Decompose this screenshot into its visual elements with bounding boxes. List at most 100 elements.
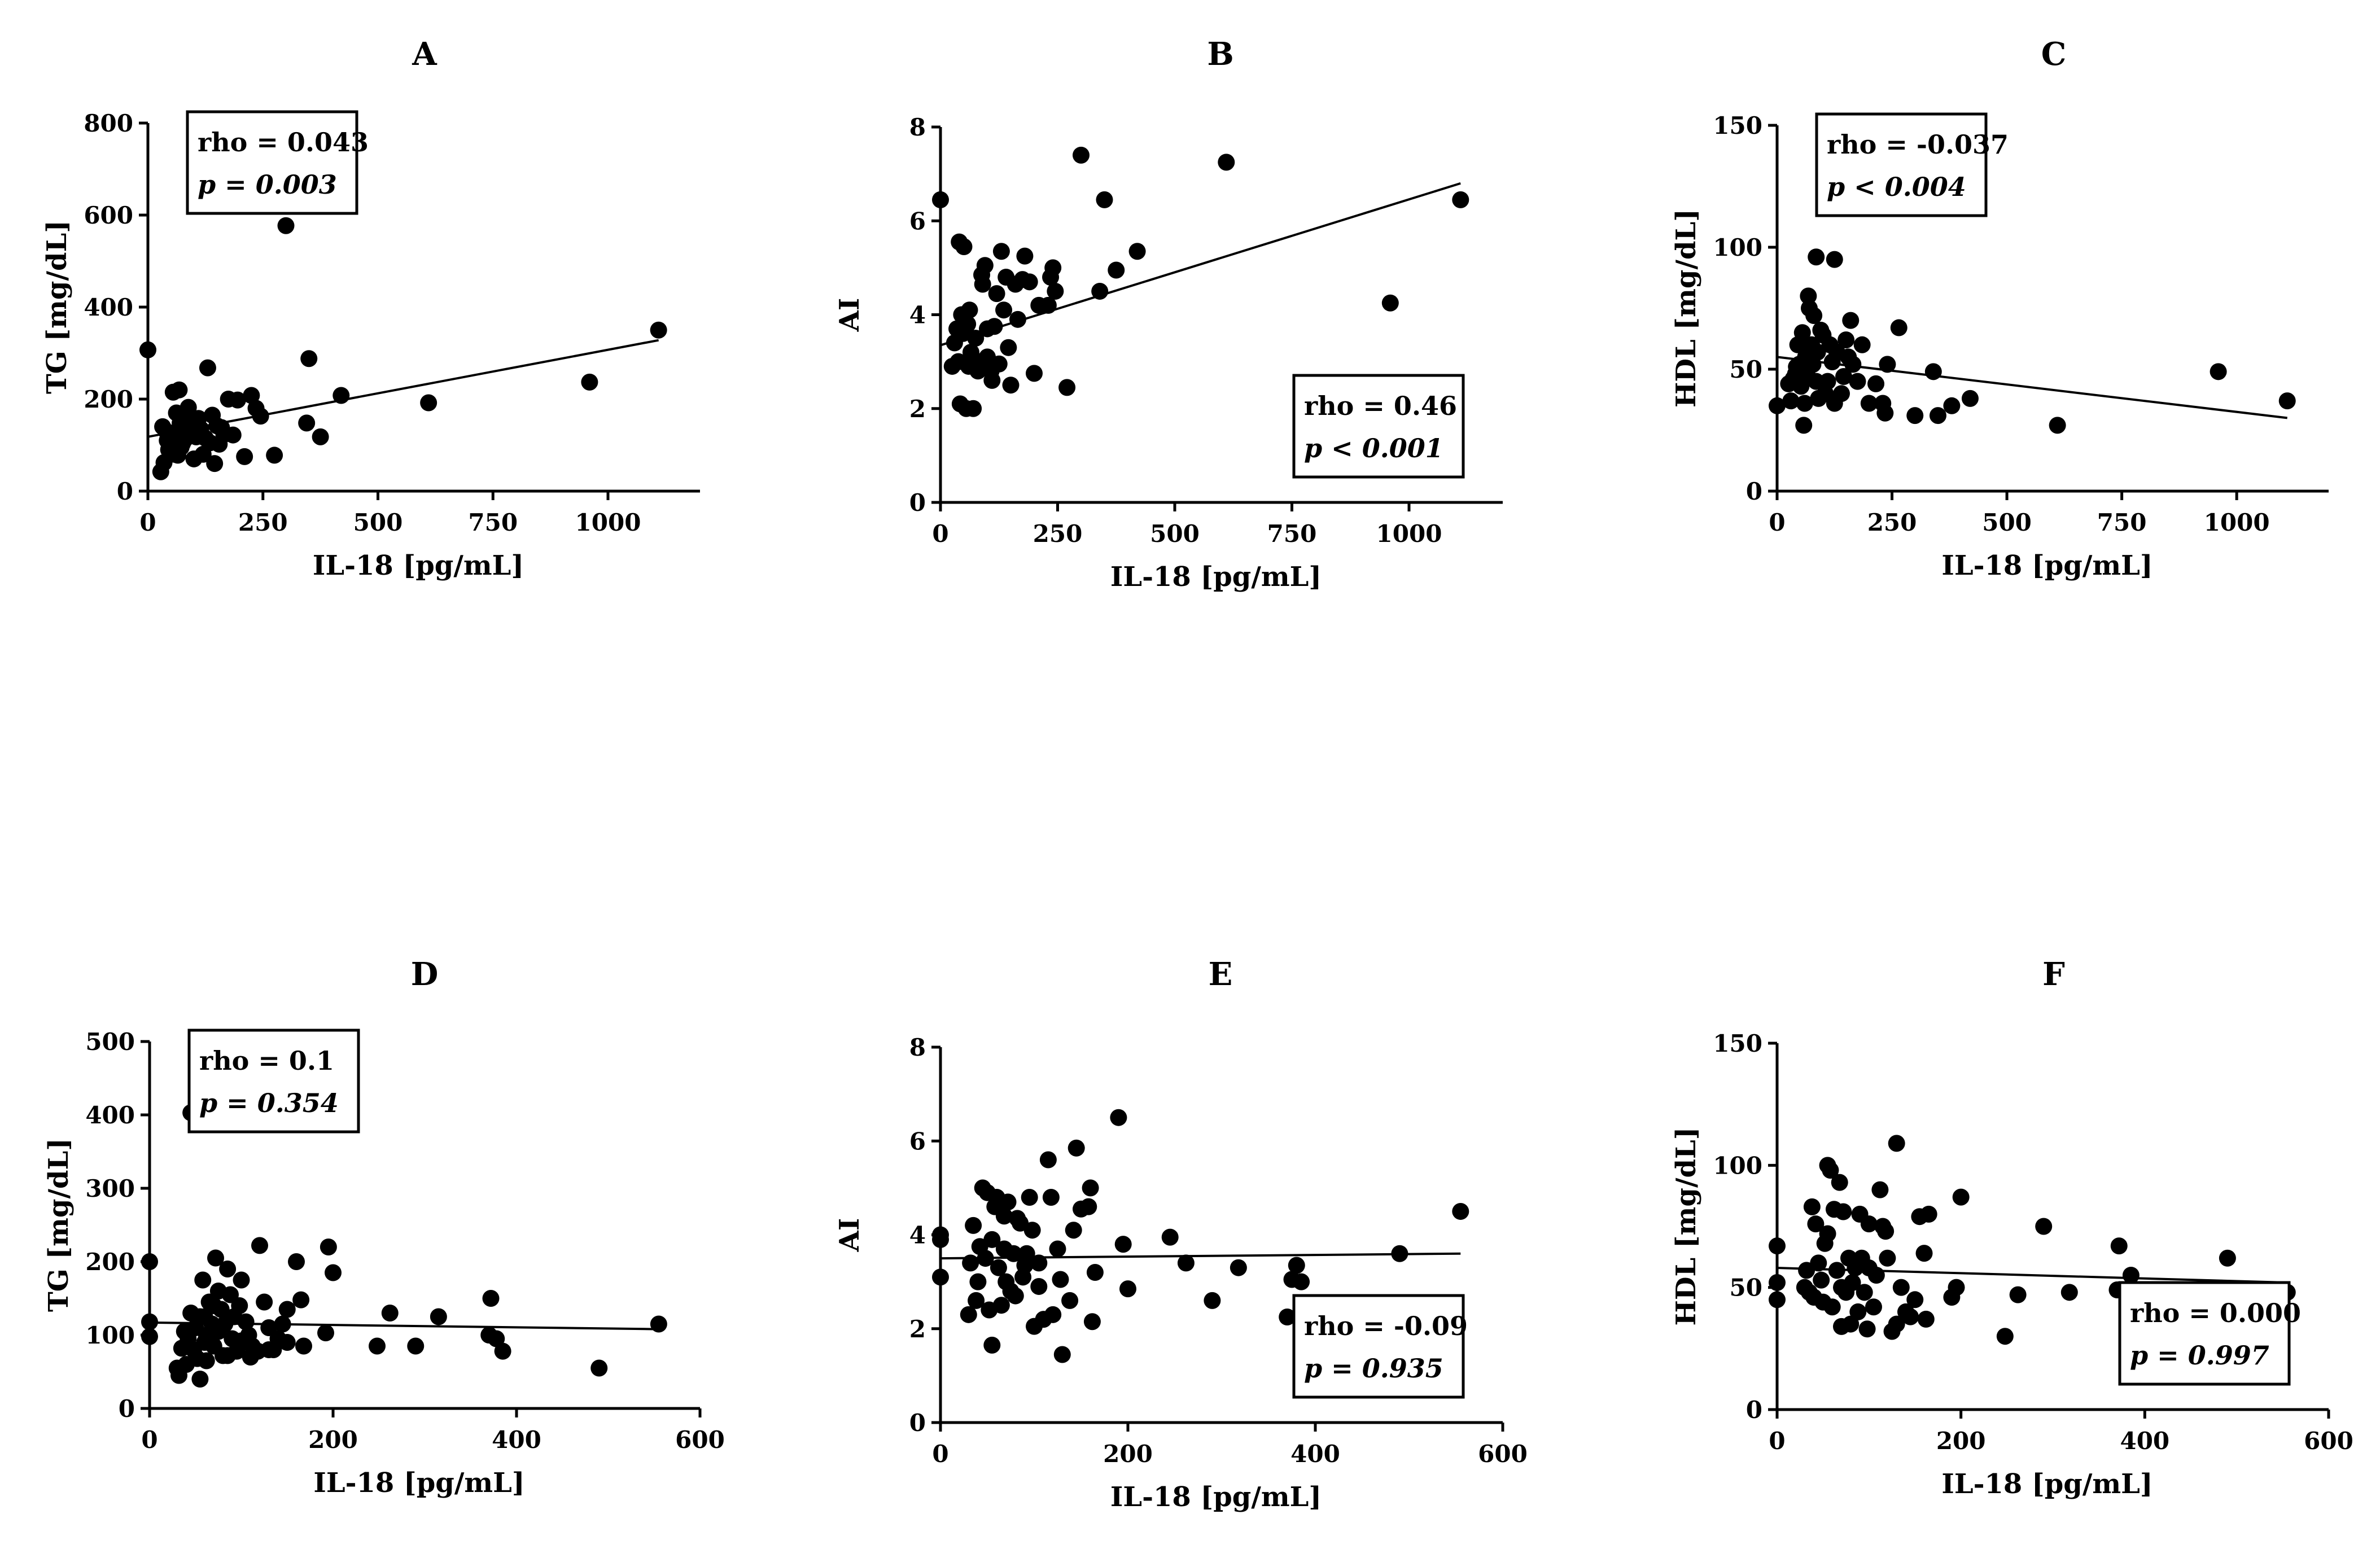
panel-a: A 0 200 400 600 800 0 250 500 750 1000 IL-18 [pg/mL… bbox=[41, 36, 700, 581]
data-point bbox=[1061, 1292, 1079, 1309]
data-point bbox=[1016, 247, 1034, 265]
data-point bbox=[233, 1332, 250, 1350]
data-point bbox=[1858, 1320, 1876, 1338]
data-point bbox=[971, 1238, 988, 1255]
data-point bbox=[1800, 287, 1817, 305]
x-axis-label: IL-18 [pg/mL] bbox=[1110, 561, 1322, 593]
x-tick-label: 200 bbox=[1936, 1427, 1986, 1455]
data-point bbox=[1840, 1249, 1858, 1267]
data-point bbox=[1073, 1200, 1090, 1218]
data-point bbox=[1819, 1225, 1836, 1242]
data-point bbox=[1807, 1215, 1825, 1233]
data-point bbox=[1831, 1174, 1848, 1191]
data-point bbox=[965, 1217, 982, 1234]
data-point bbox=[173, 1340, 190, 1357]
data-point bbox=[1026, 365, 1043, 382]
x-tick-label: 750 bbox=[1267, 520, 1317, 548]
data-point bbox=[995, 301, 1013, 319]
data-point bbox=[260, 1341, 278, 1358]
y-tick-label: 8 bbox=[909, 1034, 926, 1061]
data-point bbox=[1452, 1202, 1469, 1220]
y-tick-label: 4 bbox=[909, 301, 926, 329]
panel-title: C bbox=[2041, 36, 2067, 73]
panel-e: E 0 2 4 6 8 0 200 400 600 IL-18 [pg/mL] AI rho = -0.… bbox=[834, 956, 1528, 1513]
data-point bbox=[207, 1249, 224, 1267]
data-point bbox=[1849, 373, 1866, 390]
regression-line bbox=[940, 182, 1461, 347]
y-tick-label: 6 bbox=[909, 207, 926, 235]
data-point bbox=[182, 1305, 200, 1322]
data-point bbox=[650, 1315, 667, 1333]
p-value: p = 0.003 bbox=[198, 169, 337, 200]
data-point bbox=[1204, 1292, 1221, 1309]
data-point bbox=[494, 1342, 511, 1360]
data-point bbox=[1128, 243, 1146, 260]
data-point bbox=[969, 1273, 987, 1290]
data-point bbox=[1911, 1208, 1928, 1226]
y-tick-label: 150 bbox=[1713, 112, 1762, 139]
data-point bbox=[1952, 1188, 1970, 1206]
data-point bbox=[1871, 1181, 1889, 1198]
data-point bbox=[1026, 1318, 1043, 1335]
data-point bbox=[141, 1313, 158, 1331]
data-point bbox=[247, 400, 265, 417]
panel-title: E bbox=[1209, 956, 1233, 993]
y-tick-label: 4 bbox=[909, 1222, 926, 1249]
data-point bbox=[2278, 392, 2296, 410]
data-point bbox=[320, 1239, 337, 1255]
data-point bbox=[1288, 1257, 1305, 1274]
data-point bbox=[1961, 390, 1979, 407]
data-point bbox=[979, 348, 996, 366]
data-point bbox=[1230, 1259, 1247, 1276]
y-axis-label: AI bbox=[834, 1218, 865, 1253]
p-value: p = 0.997 bbox=[2130, 1340, 2269, 1371]
data-point bbox=[2049, 417, 2066, 434]
data-point bbox=[141, 1328, 158, 1345]
data-point bbox=[260, 1319, 278, 1336]
data-point bbox=[1002, 377, 1020, 394]
y-axis-label: TG [mg/dL] bbox=[41, 220, 73, 394]
data-point bbox=[1782, 392, 1800, 410]
y-tick-label: 800 bbox=[84, 110, 133, 137]
y-tick-label: 6 bbox=[909, 1127, 926, 1155]
data-point bbox=[1879, 1249, 1896, 1267]
data-point bbox=[1796, 1279, 1813, 1296]
data-point bbox=[1082, 1179, 1099, 1197]
data-point bbox=[164, 383, 182, 401]
data-point bbox=[196, 1308, 213, 1325]
y-tick-label: 200 bbox=[84, 386, 133, 413]
data-point bbox=[1161, 1228, 1179, 1246]
y-tick-label: 0 bbox=[1746, 478, 1762, 505]
panel-title: D bbox=[411, 956, 439, 993]
data-point bbox=[233, 1271, 250, 1289]
y-axis-label: HDL [mg/dL] bbox=[1670, 209, 1702, 408]
data-point bbox=[1068, 1139, 1085, 1157]
data-point bbox=[168, 1359, 186, 1377]
x-tick-label: 0 bbox=[932, 520, 948, 548]
y-tick-label: 400 bbox=[84, 294, 133, 321]
data-point bbox=[1030, 1277, 1048, 1295]
x-tick-label: 0 bbox=[139, 509, 156, 536]
y-tick-label: 0 bbox=[909, 489, 926, 517]
data-point bbox=[1052, 1271, 1069, 1288]
x-tick-label: 1000 bbox=[575, 509, 641, 536]
data-point bbox=[185, 450, 203, 467]
data-point bbox=[1865, 1298, 1882, 1316]
data-point bbox=[1813, 1271, 1830, 1289]
data-point bbox=[1030, 296, 1048, 314]
data-point bbox=[982, 362, 1000, 380]
data-point bbox=[277, 217, 295, 234]
y-tick-label: 0 bbox=[1746, 1396, 1762, 1424]
data-point bbox=[407, 1337, 425, 1355]
data-point bbox=[206, 455, 224, 472]
data-point bbox=[1042, 269, 1060, 286]
x-tick-label: 0 bbox=[1769, 1427, 1785, 1455]
data-point bbox=[962, 344, 979, 361]
data-point bbox=[1826, 251, 1843, 268]
data-point bbox=[1096, 191, 1113, 208]
data-point bbox=[154, 418, 172, 435]
data-point bbox=[211, 435, 228, 453]
data-point bbox=[480, 1327, 498, 1344]
y-tick-label: 100 bbox=[85, 1322, 135, 1349]
